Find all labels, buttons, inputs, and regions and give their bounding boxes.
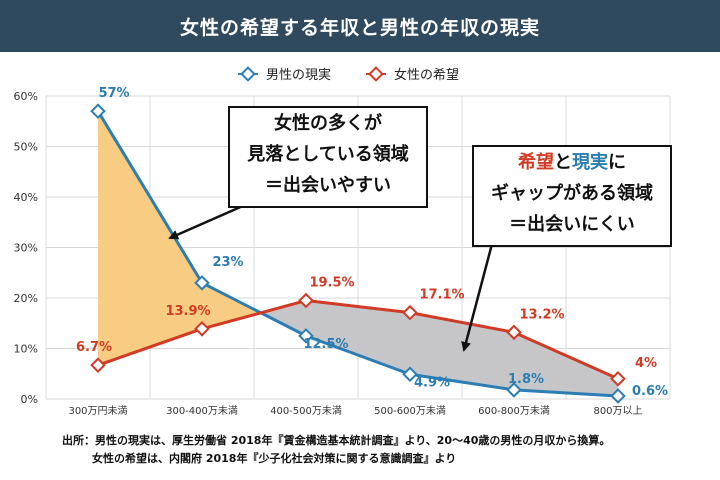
data-point [298,328,314,344]
legend-marker [368,66,384,82]
series-line [96,110,619,398]
data-label: 57% [98,86,129,101]
y-tick-label: 40% [14,191,38,204]
annotation-word: と [554,152,572,173]
y-tick-label: 10% [14,343,38,356]
annotation-box-gap: 希望と現実に ギャップがある領域 ＝出会いにくい [472,145,672,247]
data-label: 0.6% [632,384,668,399]
y-tick-label: 50% [14,141,38,154]
y-tick-label: 0% [21,393,38,406]
legend-marker [240,66,256,82]
data-point [402,366,418,383]
annotation-line: ＝出会いにくい [509,214,635,235]
x-tick-label: 300-400万未満 [166,405,238,417]
data-label: 19.5% [309,276,354,291]
data-label: 4.9% [414,375,450,390]
annotation-line: 見落としている領域 [247,144,409,165]
annotation-box-easy: 女性の多くが 見落としている領域 ＝出会いやすい [228,106,428,208]
gap-area-hard [260,300,618,396]
annotation-word: に [608,152,626,173]
series-line [97,299,619,381]
data-label: 13.9% [165,304,210,319]
annotation-line: 希望と現実に [474,147,670,178]
data-point [402,304,418,321]
annotation-line: ＝出会いやすい [265,175,391,196]
legend-label: 男性の現実 [266,67,331,83]
y-tick-label: 60% [14,90,38,103]
annotation-line: 女性の多くが [274,113,382,134]
annotation-line: ギャップがある領域 [491,183,653,204]
data-label: 13.2% [519,307,564,322]
data-point [506,382,522,398]
x-tick-label: 300万円未満 [68,405,127,417]
y-tick-label: 30% [14,242,38,255]
source-line: 出所：男性の現実は、厚生労働省 2018年『賃金構造基本統計調査』より、20〜4… [62,434,611,447]
arrow-left [168,203,246,240]
title-banner: 女性の希望する年収と男性の年収の現実 [0,0,720,52]
x-tick-label: 800万以上 [593,405,642,417]
data-point [194,275,210,291]
data-label: 4% [635,356,657,371]
legend-label: 女性の希望 [394,67,459,83]
source-line: 女性の希望は、内閣府 2018年『少子化社会対策に関する意識調査』より [92,452,457,465]
annotation-word-hope: 希望 [518,152,554,173]
data-point [610,388,626,404]
gap-area-easy [98,111,261,366]
arrow-right [461,243,494,352]
x-tick-label: 400-500万未満 [270,405,342,417]
data-label: 6.7% [76,340,112,355]
data-point [90,103,106,119]
page-title: 女性の希望する年収と男性の年収の現実 [179,16,540,39]
data-label: 17.1% [419,288,464,303]
data-point [90,357,106,373]
x-tick-label: 600-800万未満 [478,405,550,417]
source-note: 出所：男性の現実は、厚生労働省 2018年『賃金構造基本統計調査』より、20〜4… [62,432,712,468]
data-point [610,371,626,387]
x-tick-label: 500-600万未満 [374,405,446,417]
data-point [506,324,522,341]
y-tick-label: 20% [14,292,38,305]
data-point [298,292,314,309]
data-label: 12.5% [303,337,348,352]
data-label: 23% [212,255,243,270]
annotation-word-reality: 現実 [572,152,608,173]
data-point [194,321,210,337]
data-label: 1.8% [508,372,544,387]
